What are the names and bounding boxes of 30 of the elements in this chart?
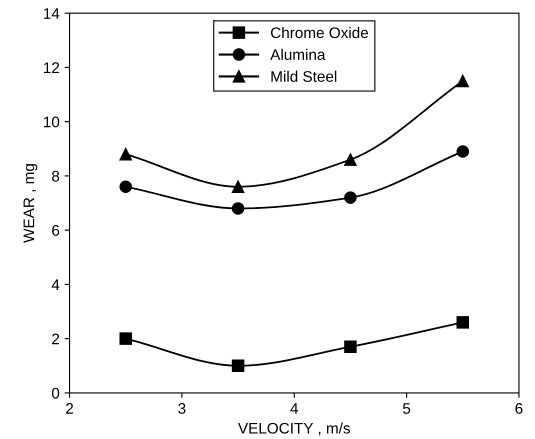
y-tick-label: 10 [44,116,60,128]
point [232,360,244,372]
point [119,332,132,345]
y-tick-label: 0 [52,388,60,399]
point [344,340,357,354]
point [456,316,470,329]
y-tick-label: 6 [52,225,60,236]
point [232,202,244,215]
y-tick-label: 2 [52,334,60,344]
legend-label: Mild Steel [271,70,336,82]
x-tick-label: 3 [178,403,186,414]
y-tick-label: 8 [52,170,60,182]
point [456,145,470,158]
point [344,153,357,166]
legend-label: Chrome Oxide [270,26,368,38]
x-tick-label: 5 [402,403,410,414]
point [456,74,470,88]
x-tick-label: 4 [290,403,298,414]
legend-label: Alumina [270,48,326,60]
point [232,180,244,194]
x-tick-label: 2 [66,403,74,414]
point [344,191,357,204]
y-tick-label: 14 [44,8,60,19]
y-tick-label: 12 [44,62,60,73]
point [119,180,132,194]
point [119,148,132,160]
x-tick-label: 6 [515,403,523,414]
x-axis-title: VELOCITY , m/s [238,422,350,436]
y-axis-title: WEAR , mg [24,164,38,243]
y-tick-label: 4 [52,279,60,290]
